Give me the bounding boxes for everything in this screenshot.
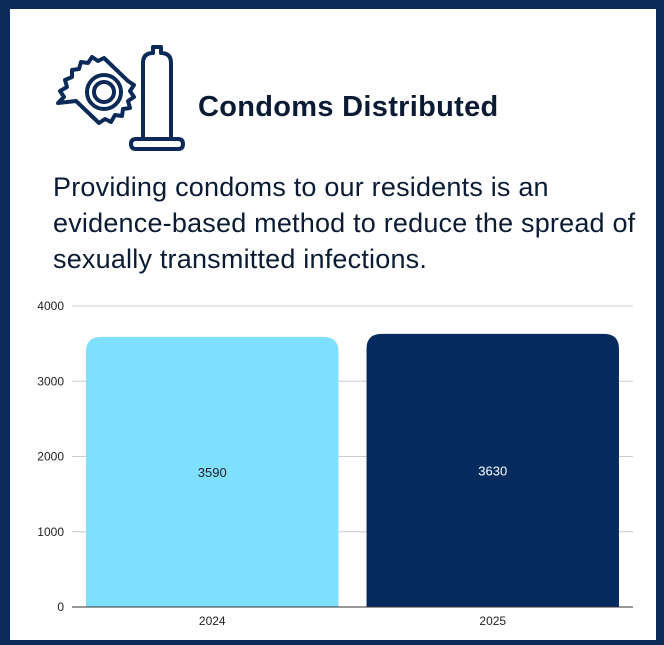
chart-title: Condoms Distributed [198,91,499,123]
bar-2024 [86,336,339,607]
bar-data-label: 3590 [198,465,227,480]
bar-chart: 0 1000 2000 3000 4000 3590 2024 3630 2025 [10,9,656,640]
y-tick-label: 2000 [37,450,64,464]
y-tick-label: 1000 [37,525,64,539]
bar-chart-svg: 0 1000 2000 3000 4000 3590 2024 3630 2025 [37,299,633,628]
x-tick-label: 2024 [199,614,226,628]
y-tick-label: 4000 [37,299,64,313]
y-tick-label: 0 [57,600,64,614]
condom-icon [50,41,190,161]
infographic-card: Condoms Distributed Providing condoms to… [10,9,656,640]
bar-data-label: 3630 [478,463,507,478]
y-tick-label: 3000 [37,374,64,388]
bar-2025 [366,333,619,607]
x-tick-label: 2025 [479,614,506,628]
description-text: Providing condoms to our residents is an… [53,172,636,274]
